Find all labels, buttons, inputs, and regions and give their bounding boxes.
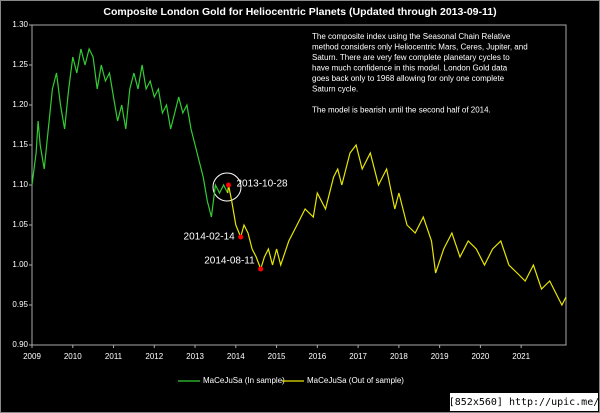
y-tick-label: 0.95 [12, 300, 28, 309]
y-tick-label: 1.00 [12, 260, 28, 269]
y-tick-label: 1.15 [12, 140, 28, 149]
highlight-circle [212, 172, 242, 202]
y-tick-label: 1.25 [12, 60, 28, 69]
x-tick-label: 2019 [431, 352, 449, 361]
note-line: The model is bearish until the second ha… [312, 106, 491, 115]
watermark: [852x560] http://upic.me/ [449, 397, 600, 408]
watermark-box [450, 393, 598, 411]
y-tick-label: 1.10 [12, 180, 28, 189]
legend-label: MaCeJuSa (In sample) [203, 376, 285, 385]
x-tick-label: 2021 [512, 352, 530, 361]
note-line: have much confidence in this model. Lond… [312, 64, 508, 73]
note-line: Saturn. There are very few complete plan… [312, 53, 510, 62]
x-tick-label: 2013 [186, 352, 204, 361]
x-tick-label: 2009 [23, 352, 41, 361]
chart-title: Composite London Gold for Heliocentric P… [103, 6, 496, 18]
note-line: The composite index using the Seasonal C… [312, 32, 511, 41]
x-tick-label: 2010 [64, 352, 82, 361]
legend-label: MaCeJuSa (Out of sample) [307, 376, 404, 385]
x-tick-label: 2012 [145, 352, 163, 361]
x-tick-label: 2016 [308, 352, 326, 361]
x-tick-label: 2020 [471, 352, 489, 361]
x-tick-label: 2015 [268, 352, 286, 361]
y-tick-label: 1.05 [12, 220, 28, 229]
annotation-point [258, 266, 264, 272]
y-tick-label: 0.90 [12, 340, 28, 349]
x-tick-label: 2018 [390, 352, 408, 361]
x-tick-label: 2014 [227, 352, 245, 361]
y-tick-label: 1.30 [12, 20, 28, 29]
annotation-label: 2013-10-28 [236, 179, 288, 190]
y-tick-label: 1.20 [12, 100, 28, 109]
note-line: goes back only to 1968 allowing for only… [312, 74, 505, 83]
x-tick-label: 2011 [105, 352, 123, 361]
annotation-label: 2014-08-11 [204, 256, 255, 267]
series-line [31, 47, 229, 218]
note-line: Saturn cycle. [312, 85, 358, 94]
x-tick-label: 2017 [349, 352, 367, 361]
note-line: method considers only Heliocentric Mars,… [312, 43, 528, 52]
annotation-point [225, 182, 231, 188]
annotation-point [238, 234, 244, 240]
annotation-label: 2014-02-14 [184, 232, 236, 243]
